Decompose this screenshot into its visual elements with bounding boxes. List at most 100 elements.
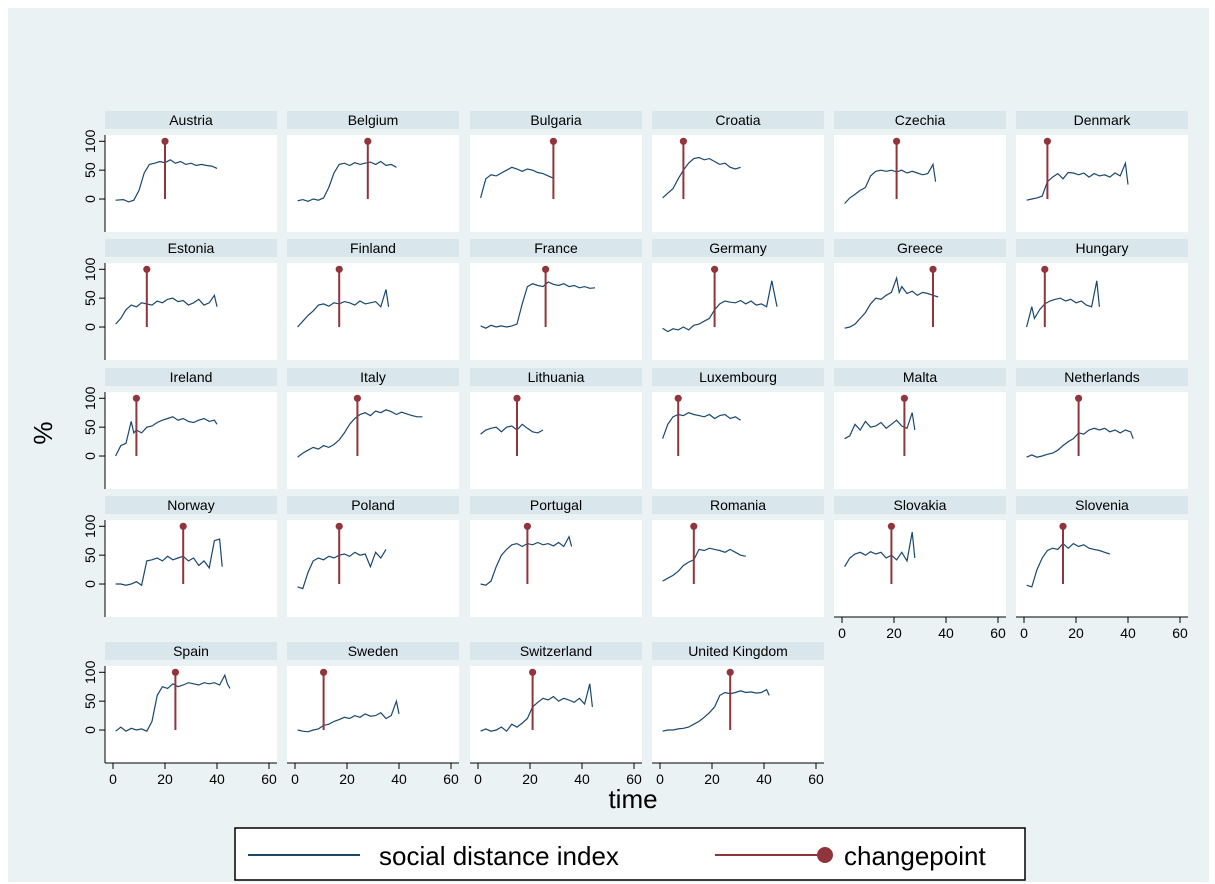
x-tick-label: 0 [474, 771, 482, 787]
x-tick-label: 40 [756, 771, 772, 787]
panel-header [105, 496, 277, 514]
legend-label-changepoint: changepoint [844, 841, 986, 871]
panel-title: Croatia [715, 112, 760, 128]
panel-header [652, 642, 824, 660]
series-line [115, 159, 218, 203]
plot-area [105, 520, 277, 617]
x-tick-label: 0 [656, 771, 664, 787]
changepoint-marker [1041, 265, 1049, 273]
y-tick-label: 0 [82, 195, 98, 203]
legend-box [234, 827, 1026, 881]
changepoint-marker [161, 137, 169, 145]
y-tick-label: 0 [82, 726, 98, 734]
panel-ireland: Ireland 0 50 100 [82, 368, 277, 489]
small-multiples-chart: Austria 0 50 100 Belgium Bulgaria Croatia Czech… [28, 111, 1188, 881]
panel-title: Finland [350, 240, 396, 256]
panel-denmark: Denmark [1016, 111, 1188, 232]
y-tick-label: 100 [82, 386, 98, 410]
y-tick-label: 0 [82, 452, 98, 460]
plot-area [105, 666, 277, 763]
panel-title: Netherlands [1064, 369, 1140, 385]
panel-title: Slovenia [1075, 497, 1129, 513]
plot-area [834, 520, 1006, 617]
panel-header [834, 368, 1006, 386]
plot-area [652, 666, 824, 763]
panel-header [470, 111, 642, 129]
x-tick-label: 60 [261, 771, 277, 787]
x-tick-label: 0 [291, 771, 299, 787]
x-tick-label: 0 [838, 625, 846, 641]
panel-header [652, 111, 824, 129]
panel-title: Belgium [348, 112, 399, 128]
panel-germany: Germany [652, 239, 824, 360]
plot-area [652, 135, 824, 232]
panel-slovakia: Slovakia 0 20 40 60 [834, 496, 1006, 641]
series-line [844, 531, 916, 568]
x-axis-title: time [608, 784, 657, 814]
panel-title: Bulgaria [530, 112, 582, 128]
series-line [1026, 280, 1100, 328]
series-line [297, 549, 387, 590]
changepoint-marker [1075, 394, 1083, 402]
plot-area [105, 392, 277, 489]
changepoint-marker [1043, 137, 1051, 145]
panel-title: Germany [709, 240, 767, 256]
plot-area [470, 520, 642, 617]
panel-title: Portugal [530, 497, 582, 513]
x-tick-label: 20 [1068, 625, 1084, 641]
panel-header [834, 496, 1006, 514]
panel-poland: Poland [287, 496, 459, 617]
panel-hungary: Hungary [1016, 239, 1188, 360]
y-tick-label: 100 [82, 514, 98, 538]
x-tick-label: 20 [339, 771, 355, 787]
series-line [662, 280, 778, 333]
x-tick-label: 60 [990, 625, 1006, 641]
figure-background: Austria 0 50 100 Belgium Bulgaria Croatia Czech… [8, 8, 1209, 882]
x-tick-label: 40 [574, 771, 590, 787]
changepoint-marker [143, 265, 151, 273]
plot-area [652, 520, 824, 617]
y-tick-label: 50 [82, 693, 98, 709]
panel-netherlands: Netherlands [1016, 368, 1188, 489]
changepoint-marker [711, 265, 719, 273]
x-tick-label: 60 [443, 771, 459, 787]
plot-area [470, 263, 642, 360]
panel-malta: Malta [834, 368, 1006, 489]
panel-header [470, 496, 642, 514]
panel-header [287, 496, 459, 514]
plot-area [470, 666, 642, 763]
changepoint-marker [335, 265, 343, 273]
panel-header [470, 368, 642, 386]
changepoint-marker [179, 522, 187, 530]
series-line [1026, 427, 1134, 458]
panel-title: Austria [169, 112, 213, 128]
panel-title: Sweden [348, 643, 399, 659]
plot-area [105, 135, 277, 232]
panel-title: Luxembourg [699, 369, 777, 385]
changepoint-marker [320, 668, 328, 676]
y-tick-label: 100 [82, 257, 98, 281]
x-tick-label: 20 [704, 771, 720, 787]
plot-area [834, 135, 1006, 232]
panel-title: Spain [173, 643, 209, 659]
panel-belgium: Belgium [287, 111, 459, 232]
changepoint-marker [364, 137, 372, 145]
changepoint-marker [929, 265, 937, 273]
panel-header [287, 642, 459, 660]
series-line [297, 698, 400, 733]
series-line [844, 275, 939, 329]
series-line [662, 156, 741, 199]
series-line [297, 160, 397, 202]
plot-area [834, 263, 1006, 360]
panel-header [1016, 496, 1188, 514]
changepoint-marker [726, 668, 734, 676]
panel-header [1016, 239, 1188, 257]
panel-luxembourg: Luxembourg [652, 368, 824, 489]
x-tick-label: 40 [938, 625, 954, 641]
plot-area [105, 263, 277, 360]
panel-header [105, 111, 277, 129]
plot-area [1016, 392, 1188, 489]
y-tick-label: 50 [82, 547, 98, 563]
changepoint-marker [335, 522, 343, 530]
plot-area [287, 520, 459, 617]
